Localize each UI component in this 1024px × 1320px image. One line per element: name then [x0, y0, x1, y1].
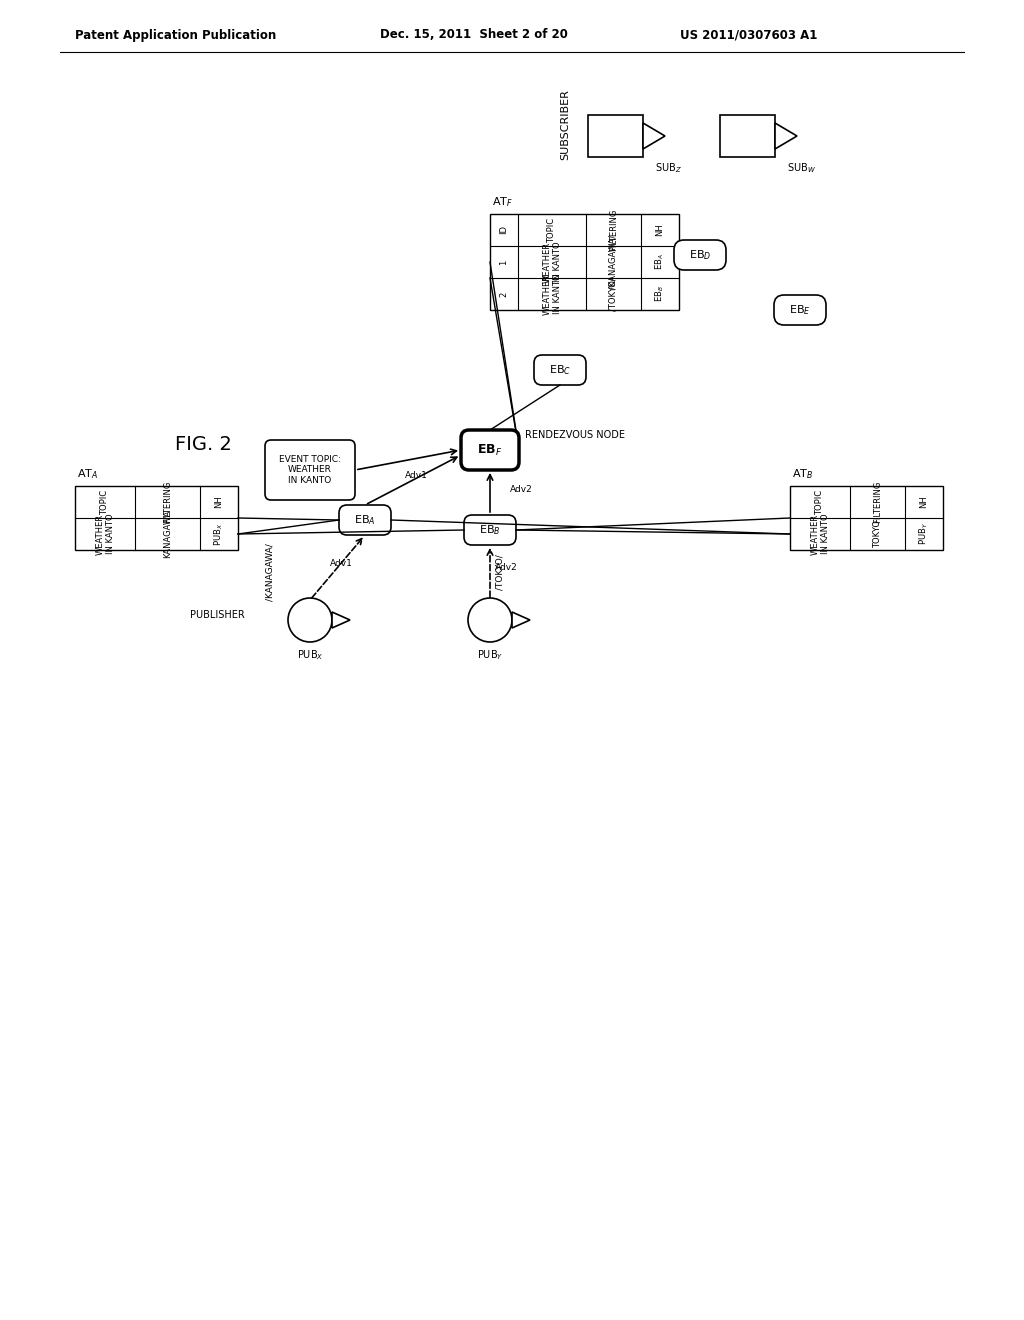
Text: Dec. 15, 2011  Sheet 2 of 20: Dec. 15, 2011 Sheet 2 of 20	[380, 29, 568, 41]
Text: TOPIC: TOPIC	[100, 490, 110, 515]
Text: WEATHER
IN KANTO: WEATHER IN KANTO	[543, 273, 562, 314]
FancyBboxPatch shape	[774, 294, 826, 325]
FancyBboxPatch shape	[464, 515, 516, 545]
Text: SUBSCRIBER: SUBSCRIBER	[560, 90, 570, 161]
Text: AT$_A$: AT$_A$	[77, 467, 98, 480]
Text: TOKYO: TOKYO	[873, 520, 882, 548]
Text: 2: 2	[500, 292, 509, 297]
FancyBboxPatch shape	[339, 506, 391, 535]
Circle shape	[468, 598, 512, 642]
Text: EB$_E$: EB$_E$	[790, 304, 811, 317]
Text: Patent Application Publication: Patent Application Publication	[75, 29, 276, 41]
Polygon shape	[332, 612, 350, 628]
FancyBboxPatch shape	[461, 430, 519, 470]
Bar	[75, 486, 238, 550]
Text: Adv2: Adv2	[495, 564, 518, 573]
Bar	[720, 115, 775, 157]
Text: SUB$_Z$: SUB$_Z$	[655, 161, 682, 176]
Text: 1: 1	[500, 259, 509, 264]
FancyBboxPatch shape	[265, 440, 355, 500]
Text: WEATHER
IN KANTO: WEATHER IN KANTO	[810, 513, 829, 554]
Text: EB$_A$: EB$_A$	[653, 253, 667, 271]
Text: US 2011/0307603 A1: US 2011/0307603 A1	[680, 29, 817, 41]
Bar	[790, 486, 943, 550]
FancyBboxPatch shape	[674, 240, 726, 271]
Text: AT$_F$: AT$_F$	[492, 195, 513, 209]
Text: EB$_D$: EB$_D$	[689, 248, 712, 261]
Text: PUB$_X$: PUB$_X$	[297, 648, 324, 661]
Text: EB$_C$: EB$_C$	[549, 363, 571, 378]
Text: /TOKYO/: /TOKYO/	[496, 554, 505, 590]
Text: EB$_F$: EB$_F$	[477, 442, 503, 458]
Text: SUB$_W$: SUB$_W$	[787, 161, 816, 176]
Text: PUBLISHER: PUBLISHER	[190, 610, 245, 620]
Text: PUB$_X$: PUB$_X$	[213, 523, 225, 545]
Text: WEATHER
IN KANTO: WEATHER IN KANTO	[543, 242, 562, 282]
Text: /TOKYO/: /TOKYO/	[609, 277, 618, 312]
Text: PUB$_Y$: PUB$_Y$	[918, 523, 930, 545]
Text: FIG. 2: FIG. 2	[175, 436, 231, 454]
Text: NH: NH	[214, 495, 223, 508]
Text: RENDEZVOUS NODE: RENDEZVOUS NODE	[525, 430, 625, 440]
Text: KANAGAWA: KANAGAWA	[163, 510, 172, 558]
Bar	[490, 214, 679, 310]
Text: EB$_B$: EB$_B$	[653, 285, 667, 302]
Text: Adv1: Adv1	[406, 470, 428, 479]
Polygon shape	[512, 612, 530, 628]
Text: Adv1: Adv1	[330, 560, 353, 569]
Text: /KANAGAWA/: /KANAGAWA/	[609, 235, 618, 289]
FancyBboxPatch shape	[534, 355, 586, 385]
Polygon shape	[643, 123, 665, 149]
Bar	[588, 115, 643, 157]
Text: EB$_B$: EB$_B$	[479, 523, 501, 537]
Polygon shape	[775, 123, 797, 149]
Text: TOPIC: TOPIC	[548, 218, 556, 243]
Text: PUB$_Y$: PUB$_Y$	[477, 648, 503, 661]
Text: /KANAGAWA/: /KANAGAWA/	[265, 543, 274, 601]
Text: NH: NH	[920, 495, 929, 508]
Text: TOPIC: TOPIC	[815, 490, 824, 515]
Text: EB$_A$: EB$_A$	[354, 513, 376, 527]
Text: FILTERING: FILTERING	[609, 209, 618, 251]
Text: ID: ID	[500, 226, 509, 235]
Text: WEATHER
IN KANTO: WEATHER IN KANTO	[95, 513, 115, 554]
Text: NH: NH	[655, 223, 665, 236]
Text: EVENT TOPIC:
WEATHER
IN KANTO: EVENT TOPIC: WEATHER IN KANTO	[280, 455, 341, 484]
Text: FILTERING: FILTERING	[163, 480, 172, 523]
Circle shape	[288, 598, 332, 642]
Text: Adv2: Adv2	[510, 486, 532, 495]
Text: AT$_B$: AT$_B$	[792, 467, 813, 480]
Text: FILTERING: FILTERING	[873, 480, 882, 523]
